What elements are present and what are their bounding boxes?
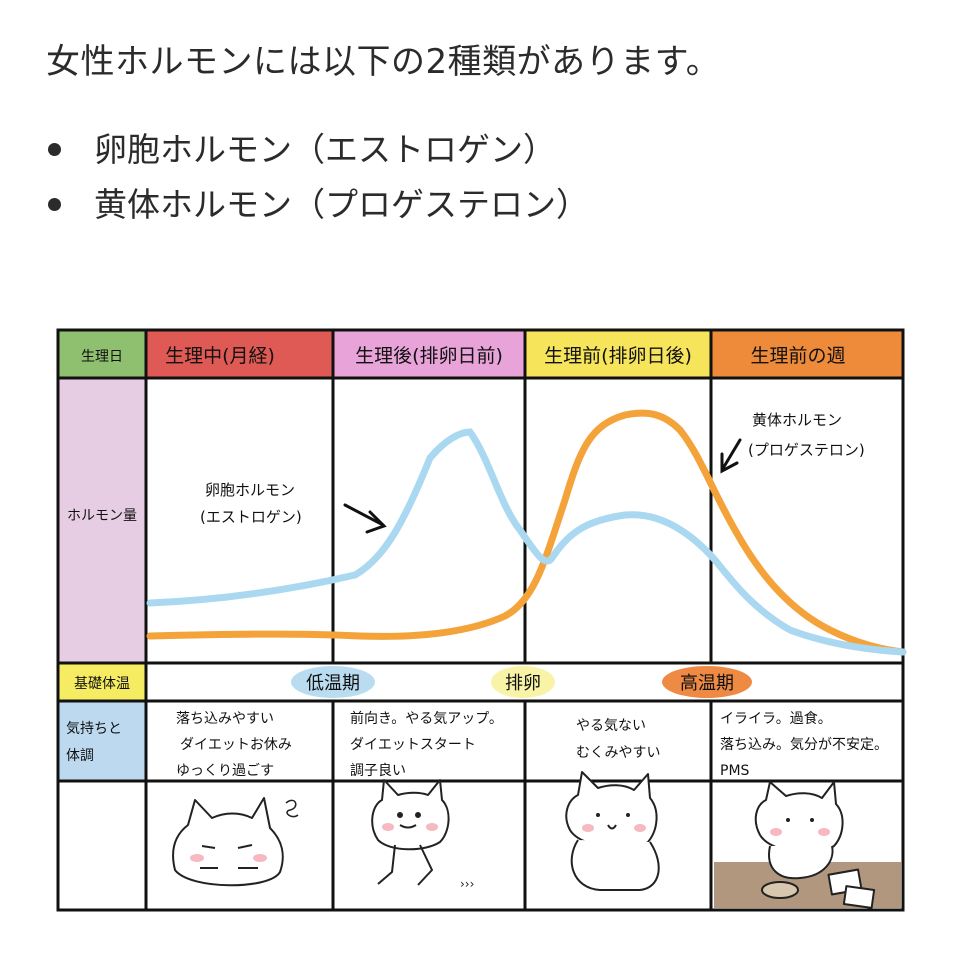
list-item: 卵胞ホルモン（エストロゲン） (46, 122, 589, 177)
sitting-cat-illustration (565, 771, 660, 891)
arrow-icon (343, 503, 387, 534)
phase-label-follicular: 生理後(排卵日前) (355, 345, 503, 367)
progesterone-curve (146, 409, 907, 656)
mood-text: イライラ。過食。 (720, 710, 832, 727)
phase-header-bg (146, 330, 333, 378)
phase-label-premenstrual: 生理前の週 (750, 345, 845, 367)
list-item: 黄体ホルモン（プロゲステロン） (46, 177, 589, 232)
row-label-cycle-day: 生理日 (81, 349, 123, 365)
phase-label-luteal: 生理前(排卵日後) (544, 345, 692, 367)
row-label-hormone: ホルモン量 (67, 508, 137, 524)
estrogen-curve (146, 428, 907, 656)
progesterone-label: 黄体ホルモン (752, 411, 842, 429)
row-label-mood: 気持ちと (66, 721, 122, 737)
mood-text: 落ち込みやすい (176, 711, 274, 727)
row-label-mood-bg (58, 701, 146, 781)
row-label-temp: 基礎体温 (74, 675, 130, 692)
intro-text: 女性ホルモンには以下の2種類があります。 (46, 42, 721, 82)
arrow-icon (720, 438, 742, 474)
mood-text: 前向き。やる気アップ。 (350, 710, 503, 727)
tired-cat-illustration (172, 797, 299, 887)
progesterone-label: (プロゲステロン) (748, 441, 865, 459)
temp-label-bg (662, 666, 752, 698)
list-item-label: 卵胞ホルモン（エストロゲン） (94, 130, 556, 169)
bullet-icon (48, 198, 61, 211)
mood-text: PMS (720, 763, 750, 779)
row-label-mood: 体調 (66, 748, 94, 764)
hormone-list: 卵胞ホルモン（エストロゲン） 黄体ホルモン（プロゲステロン） (46, 122, 589, 232)
temp-label-ovulation: 排卵 (505, 673, 541, 694)
temp-label-low: 低温期 (306, 673, 360, 694)
list-item-label: 黄体ホルモン（プロゲステロン） (94, 185, 589, 224)
row-label-hormone-bg (58, 378, 146, 663)
phase-label-menstruation: 生理中(月経) (165, 345, 275, 367)
eating-cat-illustration (714, 781, 901, 909)
walking-cat-illustration: ››› (371, 779, 474, 891)
svg-text:›››: ››› (460, 877, 474, 891)
mood-text: むくみやすい (576, 745, 661, 761)
mood-text: やる気ない (576, 718, 646, 734)
bullet-icon (48, 143, 61, 156)
mood-text: ゆっくり過ごす (176, 763, 274, 779)
temp-label-bg (491, 666, 555, 698)
phase-header-bg (711, 330, 903, 378)
phase-header-bg (333, 330, 525, 378)
row-label-cycle-day-bg (58, 330, 146, 378)
estrogen-label: (エストロゲン) (200, 508, 302, 526)
row-label-temp-bg (58, 663, 146, 701)
temp-label-bg (291, 666, 375, 698)
estrogen-label: 卵胞ホルモン (205, 481, 295, 499)
mood-text: ダイエットお休み (180, 737, 292, 753)
mood-text: 調子良い (350, 763, 406, 779)
phase-header-bg (525, 330, 711, 378)
mood-text: ダイエットスタート (350, 737, 476, 753)
mood-text: 落ち込み。気分が不安定。 (720, 737, 888, 753)
grid-lines (56, 328, 905, 912)
temp-label-high: 高温期 (680, 673, 734, 694)
